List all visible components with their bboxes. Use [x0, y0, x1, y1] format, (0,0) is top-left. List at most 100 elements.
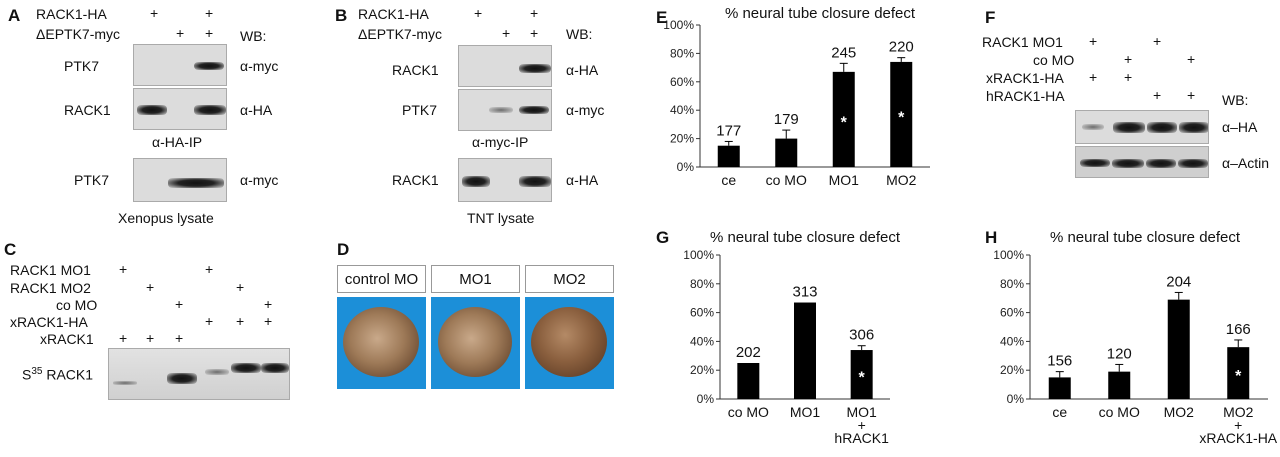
sign: +	[1089, 33, 1098, 49]
panel-label-f: F	[985, 8, 996, 27]
sign: +	[530, 5, 539, 21]
x-tick-label: MO1	[829, 172, 860, 188]
row-label: co MO	[1033, 52, 1075, 68]
panel-label-e: E	[656, 8, 668, 27]
significance-star: *	[841, 114, 848, 131]
bar	[1048, 377, 1071, 399]
y-tick-label: 20%	[690, 363, 714, 377]
wb-label: WB:	[240, 28, 267, 44]
blot-right-label: α-myc	[240, 58, 279, 74]
y-tick-label: 20%	[670, 132, 694, 146]
sign: +	[205, 261, 214, 277]
count-label: 166	[1226, 321, 1251, 338]
x-tick-label: xRACK1-HA	[1199, 430, 1277, 446]
sign: +	[205, 5, 214, 21]
row-label: hRACK1-HA	[986, 88, 1065, 104]
blot-right-label: α-myc	[240, 172, 279, 188]
x-tick-label: ce	[721, 172, 736, 188]
western-blot	[1075, 146, 1209, 178]
bar-chart-g: % neural tube closure defect 0% 20% 40% 60% 8…	[683, 229, 901, 446]
row-label-deptk7-myc: ΔEPTK7-myc	[36, 26, 121, 42]
panel-label-c: C	[4, 240, 17, 259]
sign: +	[146, 279, 155, 295]
lysate-caption: TNT lysate	[467, 210, 535, 226]
sign: +	[530, 25, 539, 41]
blot-right-label: α-HA	[566, 62, 599, 78]
ip-label: α-myc-IP	[472, 134, 529, 150]
s35-rack1-label: S35 RACK1	[22, 366, 94, 383]
bar	[737, 363, 760, 399]
count-label: 202	[736, 344, 761, 361]
y-tick-label: 100%	[663, 18, 694, 32]
x-tick-label: ce	[1052, 404, 1067, 420]
blot-right-label: α-HA	[566, 172, 599, 188]
sign: +	[474, 5, 483, 21]
y-tick-label: 40%	[690, 334, 714, 348]
embryo-label: MO1	[459, 270, 492, 288]
row-label: xRACK1	[40, 331, 94, 347]
row-label: xRACK1-HA	[986, 70, 1064, 86]
western-blot	[133, 88, 227, 130]
bar-chart-e: % neural tube closure defect 0% 20% 40% 60% 8…	[663, 5, 930, 188]
y-tick-label: 40%	[1000, 334, 1024, 348]
x-tick-label: +	[858, 417, 866, 433]
y-tick-label: 60%	[690, 306, 714, 320]
count-label: 179	[774, 111, 799, 128]
row-label: RACK1 MO2	[10, 280, 91, 296]
sign: +	[119, 261, 128, 277]
y-tick-label: 0%	[1007, 392, 1025, 406]
y-tick-label: 60%	[670, 75, 694, 89]
sign: +	[1089, 69, 1098, 85]
sign: +	[1187, 51, 1196, 67]
sign: +	[236, 313, 245, 329]
y-tick-label: 60%	[1000, 306, 1024, 320]
sign: +	[176, 25, 185, 41]
x-tick-label: +	[1234, 417, 1242, 433]
y-tick-label: 100%	[993, 248, 1024, 262]
sign: +	[146, 330, 155, 346]
x-tick-label: hRACK1	[834, 430, 889, 446]
sign: +	[1187, 87, 1196, 103]
y-tick-label: 0%	[677, 160, 695, 174]
embryo-label-box: control MO	[337, 265, 426, 293]
x-tick-label: MO2	[886, 172, 917, 188]
blot-left-label: PTK7	[74, 172, 110, 188]
x-tick-label: co MO	[1099, 404, 1140, 420]
sign: +	[264, 296, 273, 312]
bar	[717, 145, 740, 167]
sign: +	[205, 313, 214, 329]
embryo-label: MO2	[553, 270, 586, 288]
chart-title: % neural tube closure defect	[725, 5, 916, 22]
row-label: co MO	[56, 297, 98, 313]
panel-label-a: A	[8, 6, 21, 25]
chart-title: % neural tube closure defect	[710, 229, 901, 246]
autoradiograph	[108, 348, 290, 400]
sign: +	[175, 330, 184, 346]
y-tick-label: 20%	[1000, 363, 1024, 377]
panel-label-d: D	[337, 240, 350, 259]
y-tick-label: 0%	[697, 392, 715, 406]
embryo-image	[431, 297, 520, 389]
y-tick-label: 40%	[670, 103, 694, 117]
row-label-deptk7-myc: ΔEPTK7-myc	[358, 26, 443, 42]
western-blot	[458, 45, 552, 87]
blot-left-label: RACK1	[392, 62, 439, 78]
bar	[1227, 347, 1250, 399]
wb-label: WB:	[1222, 92, 1249, 108]
bar-chart-h: % neural tube closure defect 0% 20% 40% 60% 8…	[993, 229, 1278, 446]
count-label: 120	[1107, 345, 1132, 362]
count-label: 177	[716, 122, 741, 139]
count-label: 156	[1047, 353, 1072, 370]
x-tick-label: MO1	[846, 404, 877, 420]
embryo-image	[337, 297, 426, 389]
embryo-label-box: MO2	[525, 265, 614, 293]
lysate-caption: Xenopus lysate	[118, 210, 214, 226]
sign: +	[1153, 33, 1162, 49]
count-label: 245	[831, 44, 856, 61]
count-label: 220	[889, 39, 914, 56]
bar	[832, 71, 855, 167]
row-label: RACK1 MO1	[10, 262, 91, 278]
row-label: RACK1 MO1	[982, 34, 1063, 50]
western-blot	[133, 44, 227, 86]
y-tick-label: 80%	[1000, 277, 1024, 291]
